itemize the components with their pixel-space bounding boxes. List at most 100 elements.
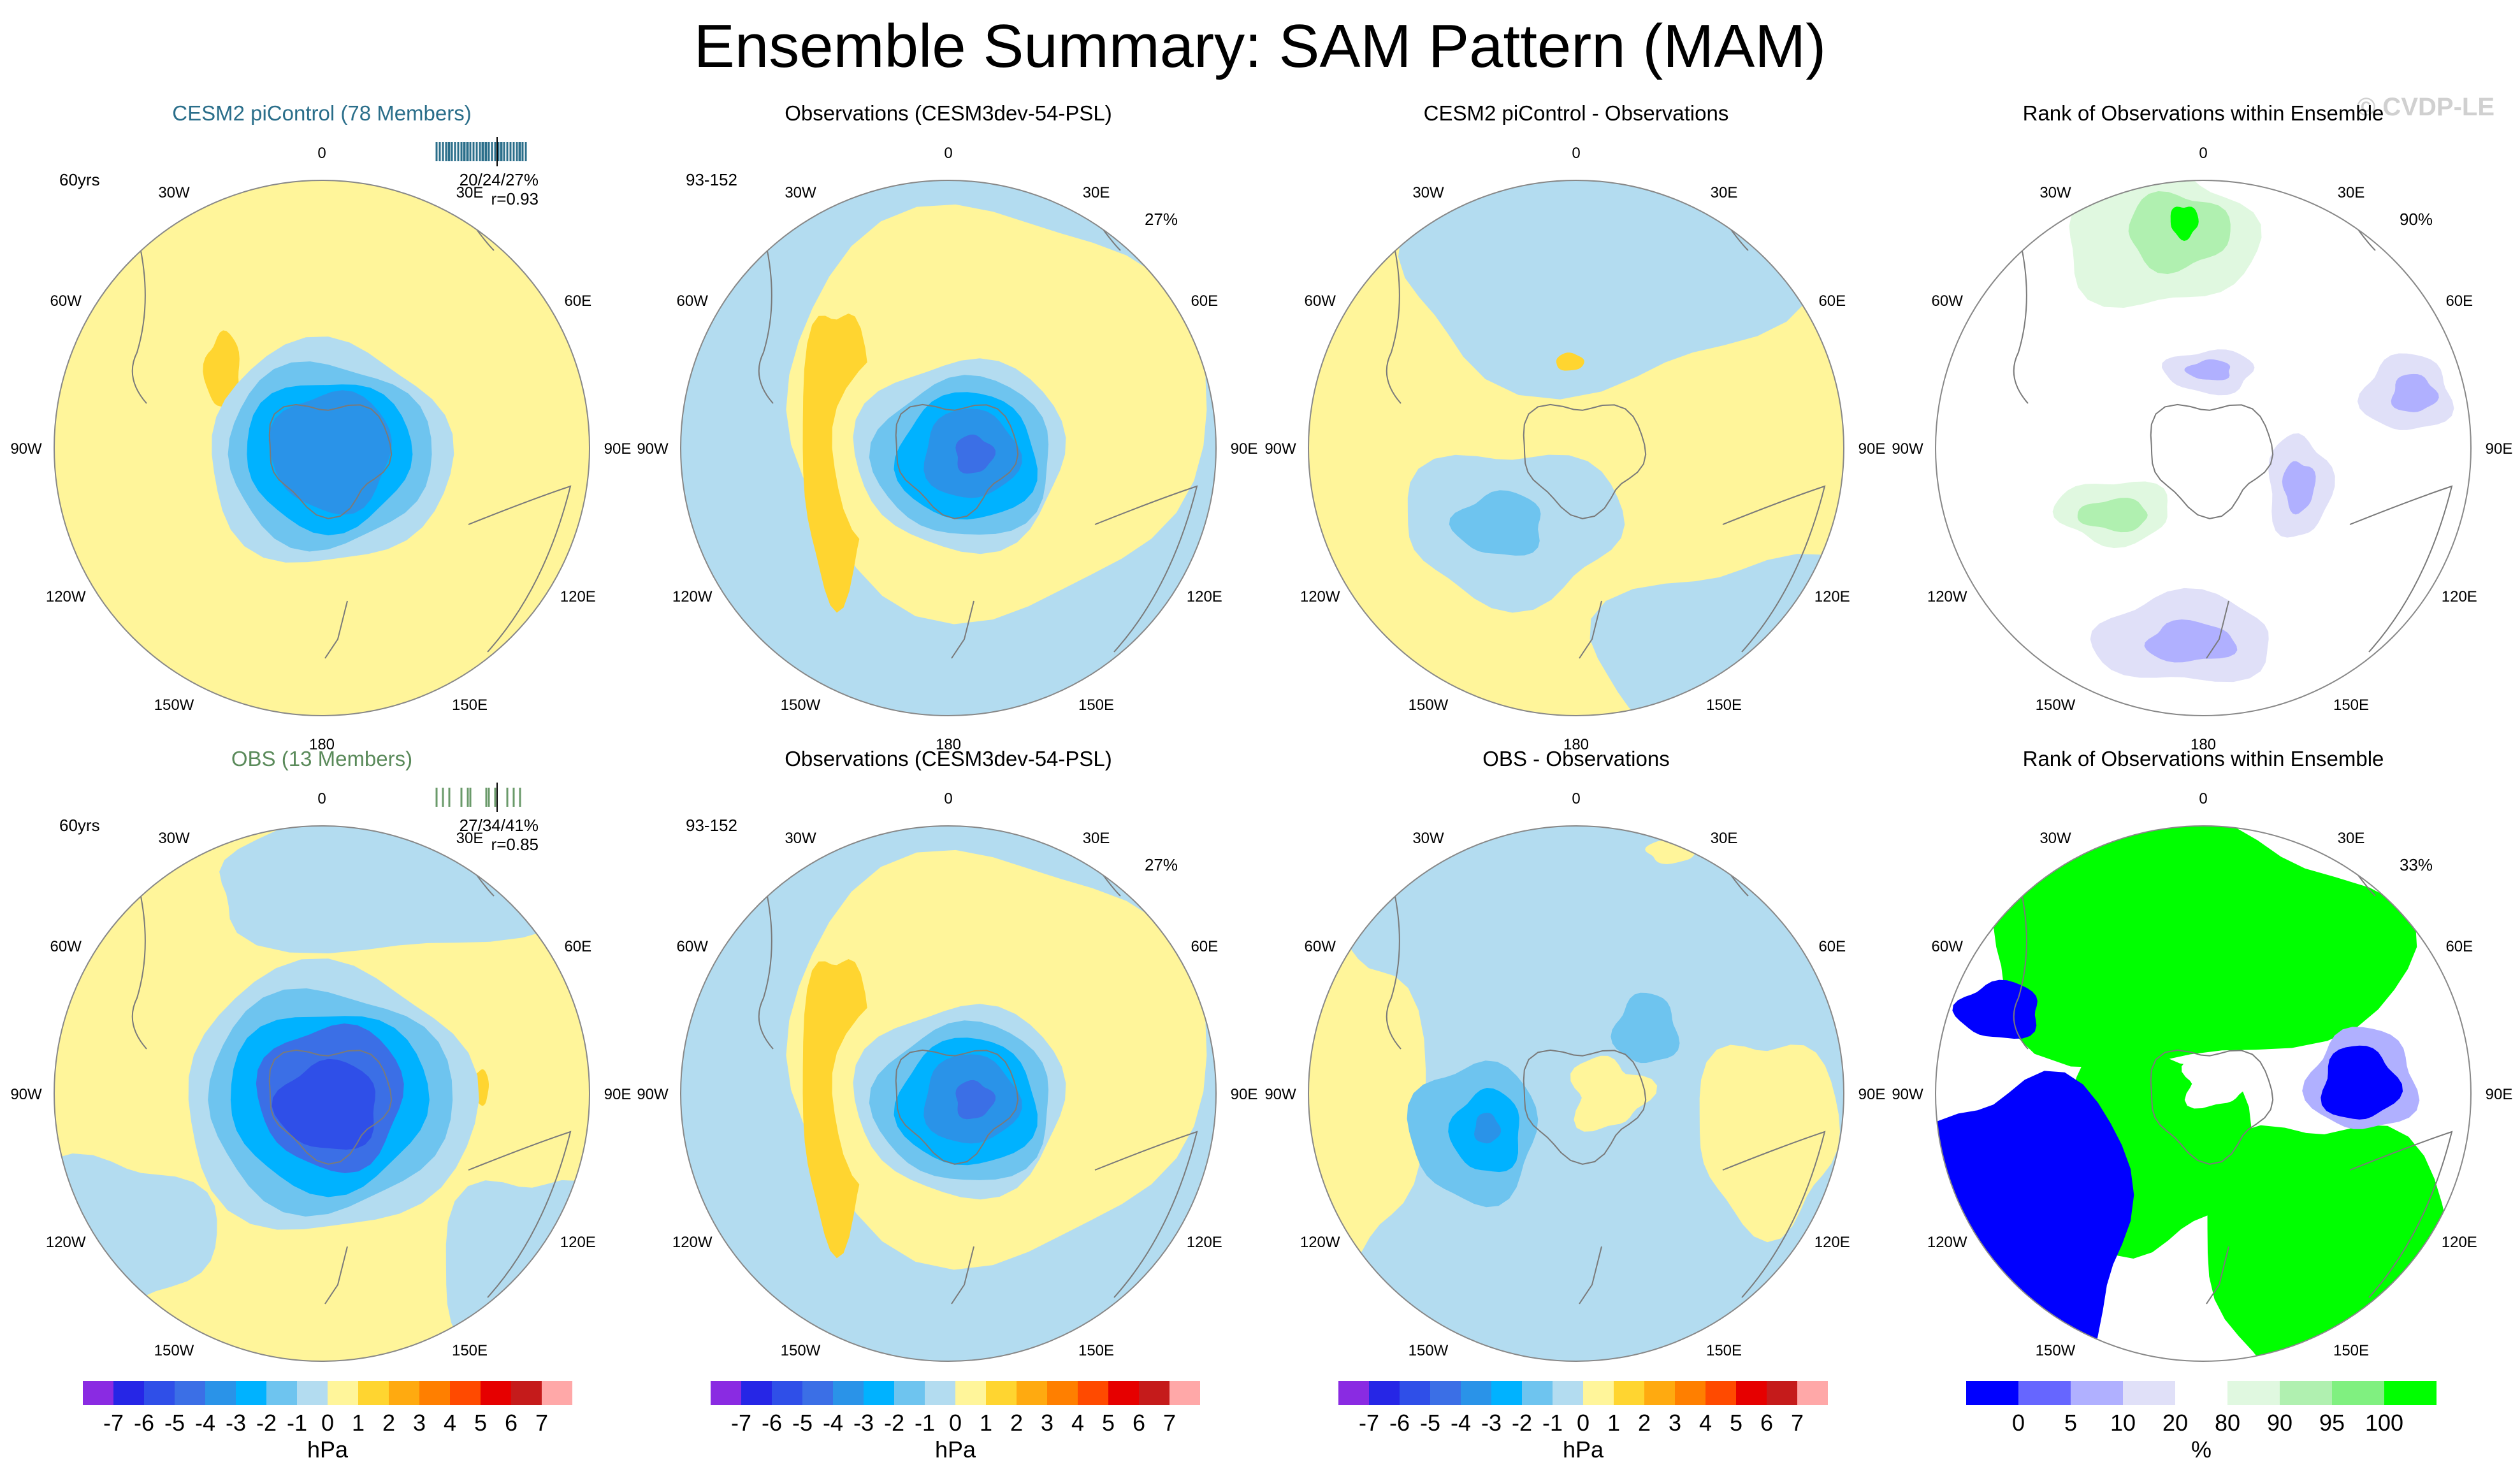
longitude-label: 90E bbox=[1231, 440, 1258, 458]
colorbar-tick-label: -1 bbox=[915, 1410, 935, 1436]
longitude-label: 120W bbox=[1300, 1234, 1340, 1251]
colorbar-swatch bbox=[511, 1381, 542, 1405]
colorbar-swatch bbox=[266, 1381, 297, 1405]
colorbar-swatch bbox=[175, 1381, 205, 1405]
colorbar-tick-label: -3 bbox=[1481, 1410, 1502, 1436]
colorbar-tick-label: 7 bbox=[1163, 1410, 1176, 1436]
longitude-label: 120W bbox=[1927, 1234, 1967, 1251]
colorbar-swatch bbox=[144, 1381, 175, 1405]
longitude-label: 30E bbox=[1711, 830, 1738, 847]
coastline-australia bbox=[1722, 1131, 1826, 1298]
panel-left-note: 60yrs bbox=[59, 170, 100, 189]
longitude-label: 150E bbox=[1078, 697, 1114, 714]
colorbar-tick-label: 20 bbox=[2162, 1410, 2188, 1436]
longitude-label: 90E bbox=[1858, 1086, 1886, 1103]
field-contour bbox=[2144, 619, 2238, 663]
longitude-label: 60W bbox=[50, 938, 82, 955]
longitude-label: 90W bbox=[10, 1086, 42, 1103]
longitude-label: 150E bbox=[1706, 1342, 1742, 1359]
colorbar-swatch bbox=[1675, 1381, 1705, 1405]
longitude-label: 60E bbox=[1818, 938, 1846, 955]
longitude-label: 90E bbox=[604, 1086, 632, 1103]
colorbar-tick-label: 5 bbox=[1730, 1410, 1742, 1436]
longitude-label: 60E bbox=[2445, 938, 2473, 955]
panel-right-note: 90% bbox=[2400, 210, 2433, 229]
field-contour bbox=[1474, 1113, 1502, 1144]
pattern-correlation-rug bbox=[435, 783, 521, 812]
panel-left-note: 60yrs bbox=[59, 816, 100, 835]
colorbar-swatch bbox=[2332, 1381, 2384, 1405]
panel-right-note-2: r=0.85 bbox=[491, 835, 539, 854]
colorbar-tick-label: 5 bbox=[1102, 1410, 1115, 1436]
colorbar-swatch bbox=[2123, 1381, 2175, 1405]
coastline-new-zealand bbox=[951, 600, 974, 659]
panel-title: CESM2 piControl - Observations bbox=[1424, 101, 1729, 125]
colorbar-swatch bbox=[2280, 1381, 2332, 1405]
longitude-label: 0 bbox=[2199, 145, 2207, 162]
longitude-label: 120W bbox=[1300, 588, 1340, 605]
colorbar-tick-label: 100 bbox=[2365, 1410, 2403, 1436]
colorbar-swatch bbox=[1139, 1381, 1169, 1405]
longitude-label: 60W bbox=[1932, 938, 1964, 955]
panel-title: Observations (CESM3dev-54-PSL) bbox=[785, 101, 1112, 125]
longitude-label: 30W bbox=[2039, 830, 2071, 847]
coastline-australia bbox=[1722, 485, 1826, 653]
colorbar-rank: 0 5 10 20 80 90 95 100% bbox=[1966, 1381, 2437, 1463]
colorbar-tick-label: -1 bbox=[1542, 1410, 1563, 1436]
colorbar-tick-label: -4 bbox=[823, 1410, 843, 1436]
field-contour bbox=[955, 1080, 996, 1120]
longitude-label: 120E bbox=[2442, 1234, 2477, 1251]
field-contour bbox=[2077, 498, 2148, 533]
colorbar-tick-label: 90 bbox=[2267, 1410, 2292, 1436]
colorbar-swatch bbox=[236, 1381, 266, 1405]
coastline-australia bbox=[2349, 1131, 2453, 1298]
longitude-label: 150E bbox=[452, 1342, 488, 1359]
longitude-label: 60W bbox=[677, 293, 709, 310]
longitude-label: 30W bbox=[785, 830, 816, 847]
colorbar-swatch bbox=[802, 1381, 833, 1405]
longitude-label: 120E bbox=[1187, 1234, 1222, 1251]
longitude-label: 90W bbox=[637, 1086, 669, 1103]
coastline-new-zealand bbox=[324, 600, 348, 659]
map-panel-r1c1: CESM2 piControl (78 Members) 0 30E 60E 90E 12… bbox=[10, 101, 631, 753]
colorbar-swatch bbox=[328, 1381, 358, 1405]
longitude-label: 120E bbox=[1814, 588, 1850, 605]
coastline-new-zealand bbox=[1579, 600, 1602, 659]
colorbar-tick-label: 2 bbox=[1010, 1410, 1023, 1436]
colorbar-units-label: hPa bbox=[935, 1436, 976, 1463]
longitude-label: 30E bbox=[1083, 830, 1110, 847]
longitude-label: 30E bbox=[1083, 184, 1110, 201]
colorbar-tick-label: -7 bbox=[103, 1410, 124, 1436]
colorbar-hpa-3: -7 -6 -5 -4 -3 -2 -1 0 1 2 3 4 5 6 7 hPa bbox=[1338, 1381, 1828, 1463]
longitude-label: 60W bbox=[50, 293, 82, 310]
longitude-label: 60E bbox=[2445, 293, 2473, 310]
coastline-new-zealand bbox=[951, 1246, 974, 1304]
longitude-label: 30E bbox=[2338, 830, 2365, 847]
longitude-label: 180 bbox=[309, 736, 335, 753]
coastline-australia bbox=[1094, 485, 1198, 653]
colorbar-tick-label: -5 bbox=[164, 1410, 185, 1436]
colorbar-tick-label: -1 bbox=[287, 1410, 307, 1436]
colorbar-swatch bbox=[2175, 1381, 2227, 1405]
colorbar-swatch bbox=[864, 1381, 894, 1405]
colorbar-swatch bbox=[481, 1381, 511, 1405]
colorbar-swatch bbox=[1583, 1381, 1614, 1405]
longitude-label: 0 bbox=[944, 145, 952, 162]
colorbar-swatch bbox=[2227, 1381, 2280, 1405]
colorbar-units-label: % bbox=[2191, 1436, 2212, 1463]
colorbar-tick-label: -7 bbox=[731, 1410, 751, 1436]
colorbar-tick-label: 3 bbox=[413, 1410, 426, 1436]
longitude-label: 0 bbox=[2199, 790, 2207, 807]
longitude-label: 30W bbox=[158, 184, 190, 201]
colorbar-swatch bbox=[2071, 1381, 2123, 1405]
longitude-label: 60E bbox=[1818, 293, 1846, 310]
colorbar-swatch bbox=[1966, 1381, 2018, 1405]
coastline-antarctica bbox=[895, 1049, 1019, 1165]
watermark: © CVDP-LE bbox=[2356, 93, 2495, 121]
longitude-label: 150E bbox=[2333, 1342, 2369, 1359]
panel-title: OBS (13 Members) bbox=[231, 747, 412, 770]
map-border bbox=[1308, 180, 1844, 716]
longitude-label: 120E bbox=[1814, 1234, 1850, 1251]
longitude-label: 150W bbox=[2036, 1342, 2076, 1359]
coastline-australia bbox=[1094, 1131, 1198, 1298]
